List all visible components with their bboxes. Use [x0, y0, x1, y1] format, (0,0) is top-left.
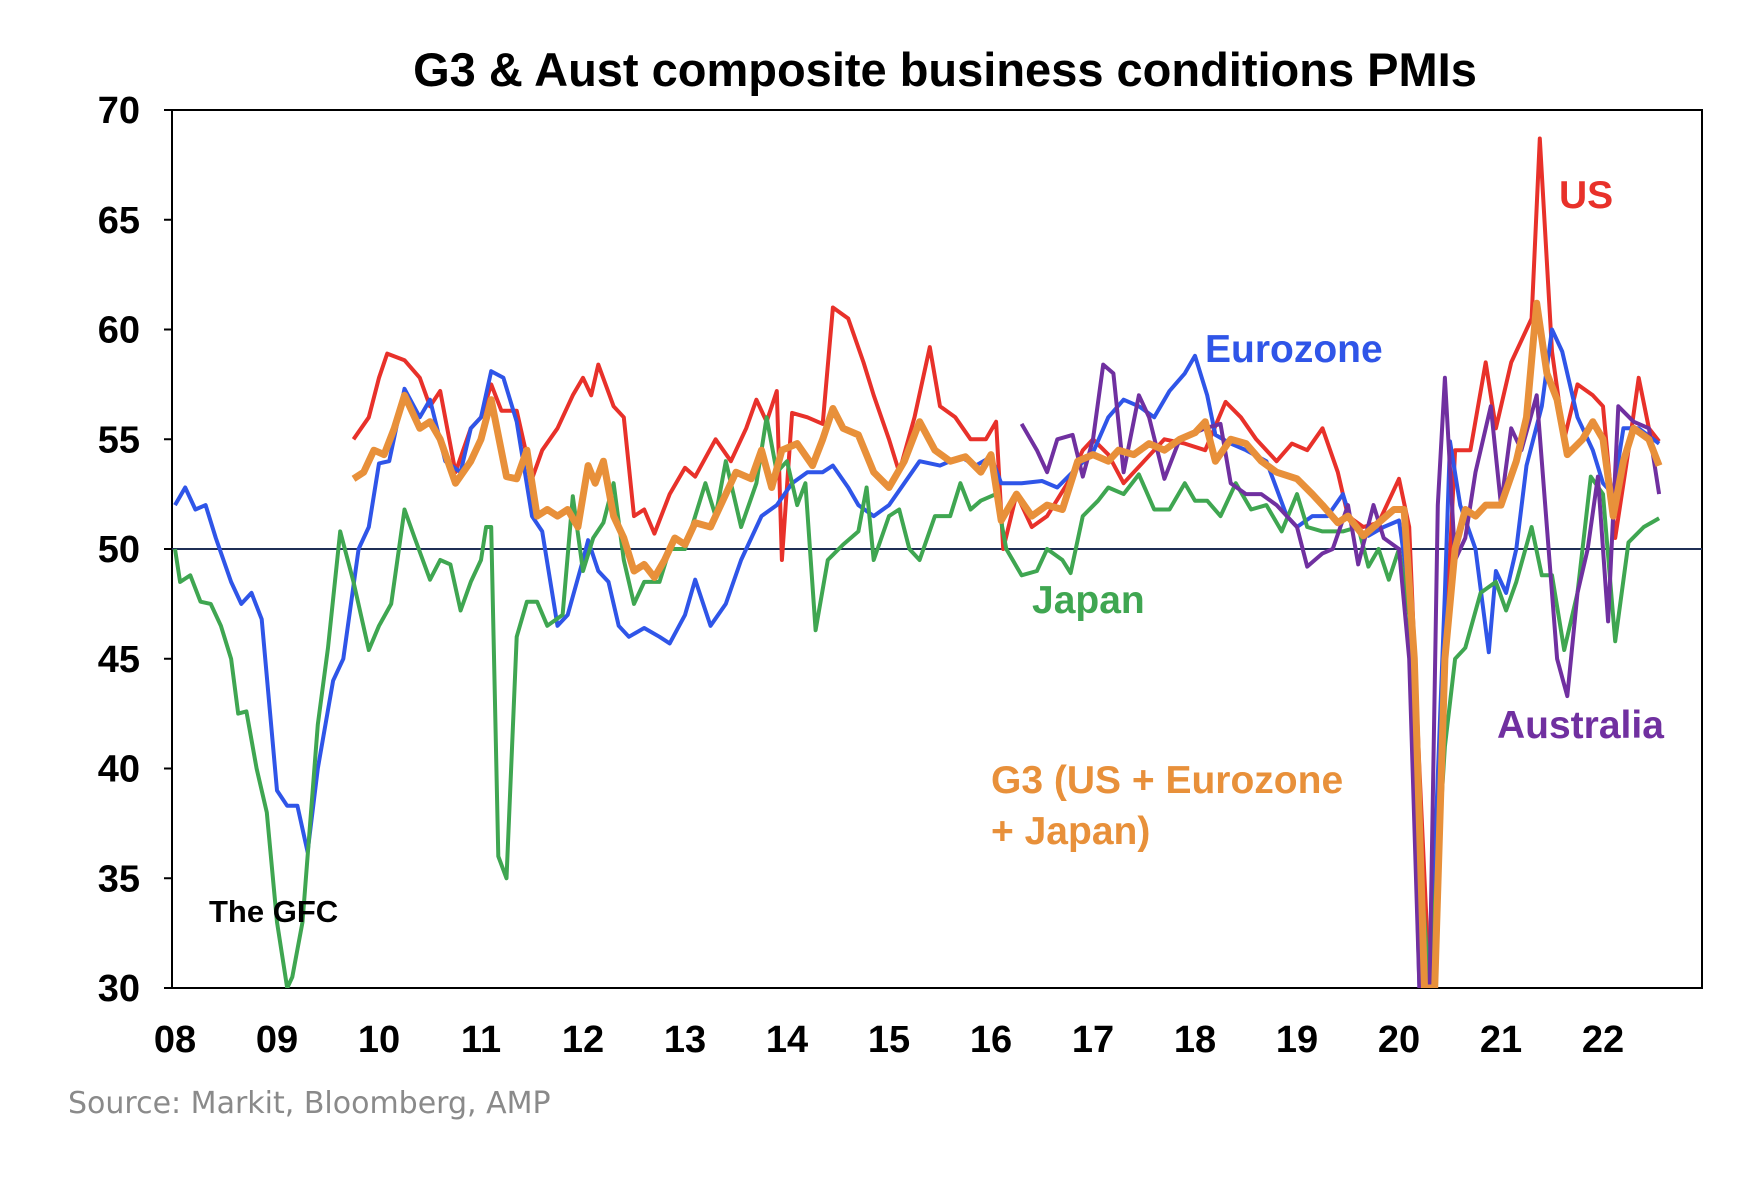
- x-tick-label: 19: [1276, 1019, 1318, 1061]
- x-tick-label: 22: [1582, 1019, 1624, 1061]
- x-tick-label: 15: [868, 1019, 910, 1061]
- x-tick-label: 08: [154, 1019, 196, 1061]
- x-axis: 08 09 10 11 12 13 14 15 16 17 18 19 20 21 22: [154, 1019, 1624, 1061]
- y-tick-label: 60: [98, 310, 140, 352]
- series-line-us: [351, 136, 1661, 988]
- chart-title: G3 & Aust composite business conditions …: [413, 43, 1477, 96]
- x-tick-label: 13: [664, 1019, 706, 1061]
- label-g3-line2: + Japan): [991, 810, 1150, 853]
- x-tick-label: 12: [562, 1019, 604, 1061]
- label-us: US: [1559, 174, 1613, 217]
- x-tick-label: 18: [1174, 1019, 1216, 1061]
- series-line-eurozone: [173, 327, 1661, 988]
- source-note: Source: Markit, Bloomberg, AMP: [68, 1086, 551, 1121]
- x-tick-label: 11: [461, 1019, 501, 1061]
- label-g3-line1: G3 (US + Eurozone: [991, 759, 1343, 802]
- series-line-g3-us-eurozone-japan: [351, 299, 1663, 988]
- series-lines: [173, 136, 1663, 988]
- x-tick-label: 14: [766, 1019, 808, 1061]
- y-tick-label: 30: [98, 968, 140, 1010]
- y-tick-label: 40: [98, 749, 140, 791]
- x-tick-label: 09: [256, 1019, 298, 1061]
- x-tick-label: 17: [1072, 1019, 1114, 1061]
- label-japan: Japan: [1032, 579, 1145, 622]
- y-tick-label: 35: [98, 858, 140, 900]
- series-line-japan: [173, 415, 1661, 988]
- y-tick-label: 50: [98, 529, 140, 571]
- label-australia: Australia: [1497, 704, 1664, 747]
- series-line-australia: [1019, 362, 1662, 988]
- label-eurozone: Eurozone: [1205, 328, 1383, 371]
- y-axis: 70 65 60 55 50 45 40 35 30: [98, 90, 172, 1010]
- x-tick-label: 16: [970, 1019, 1012, 1061]
- y-tick-label: 45: [98, 639, 140, 681]
- y-tick-label: 65: [98, 200, 140, 242]
- y-tick-label: 70: [98, 90, 140, 132]
- x-tick-label: 10: [358, 1019, 400, 1061]
- y-tick-label: 55: [98, 419, 140, 461]
- x-tick-label: 21: [1480, 1019, 1522, 1061]
- label-gfc: The GFC: [209, 894, 338, 929]
- x-tick-label: 20: [1378, 1019, 1420, 1061]
